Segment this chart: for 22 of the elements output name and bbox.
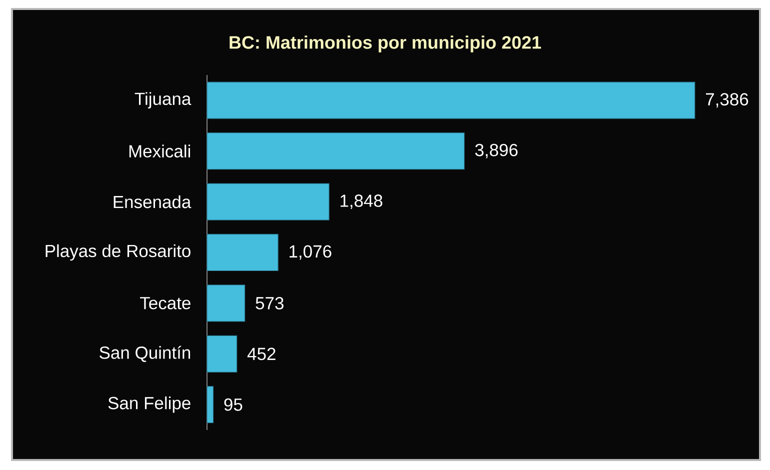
data-label: 573 xyxy=(256,297,284,310)
y-tick-label: Mexicali xyxy=(129,144,190,158)
data-label: 452 xyxy=(247,348,276,360)
y-tick-label: Playas de Rosarito xyxy=(46,244,190,261)
data-label: 95 xyxy=(224,398,242,411)
y-tick-label: Ensenada xyxy=(114,195,192,208)
y-tick-label: Tijuana xyxy=(134,92,192,109)
bar xyxy=(206,386,214,424)
y-tick-label: San Felipe xyxy=(108,396,190,413)
bar xyxy=(206,183,330,220)
chart-title: BC: Matrimonios por municipio 2021 xyxy=(230,36,542,52)
bar xyxy=(206,82,696,119)
y-tick-label: San Quintín xyxy=(100,346,190,362)
data-label: 1,848 xyxy=(340,194,382,210)
bar xyxy=(206,234,278,272)
data-label: 3,896 xyxy=(475,144,518,158)
data-label: 7,386 xyxy=(706,93,748,108)
bar xyxy=(206,335,238,372)
bar xyxy=(206,284,246,322)
data-label: 1,076 xyxy=(290,245,332,260)
y-tick-label: Tecate xyxy=(140,297,190,310)
bar xyxy=(206,132,465,170)
